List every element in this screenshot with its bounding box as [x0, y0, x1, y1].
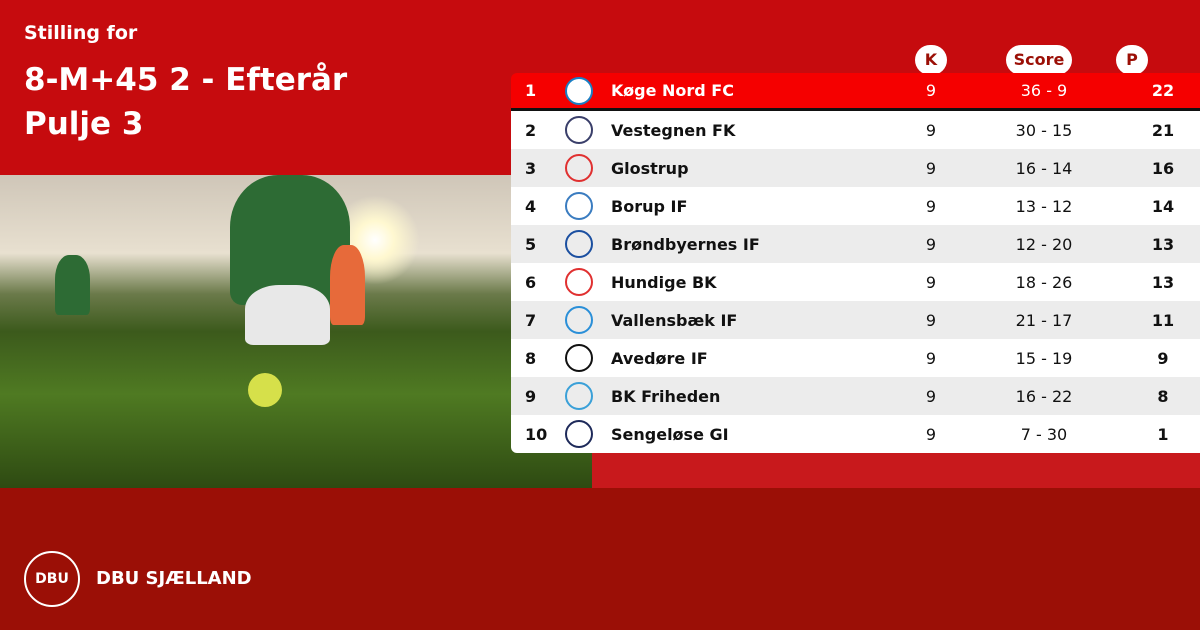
- table-row[interactable]: 10 Sengeløse GI 9 7 - 30 1: [511, 415, 1200, 453]
- matches-played: 9: [925, 272, 937, 292]
- team-logo-icon: [565, 230, 593, 258]
- football-photo: [0, 175, 592, 488]
- position: 2: [525, 120, 537, 140]
- goal-score: 30 - 15: [1015, 120, 1073, 140]
- football: [248, 373, 282, 407]
- dbu-logo: DBU: [24, 551, 80, 607]
- team-logo-icon: [565, 116, 593, 144]
- points: 13: [1151, 272, 1175, 292]
- team-logo-icon: [565, 192, 593, 220]
- points: 11: [1151, 310, 1175, 330]
- goal-score: 16 - 14: [1015, 158, 1073, 178]
- team-name: Køge Nord FC: [611, 81, 734, 100]
- background-pattern: [592, 452, 1200, 488]
- points: 16: [1151, 158, 1175, 178]
- points: 21: [1151, 120, 1175, 140]
- matches-played: 9: [925, 81, 937, 100]
- position: 6: [525, 272, 537, 292]
- position: 3: [525, 158, 537, 178]
- team-logo-icon: [565, 382, 593, 410]
- team-name: Glostrup: [611, 158, 689, 178]
- matches-played: 9: [925, 310, 937, 330]
- team-name: Borup IF: [611, 196, 688, 216]
- column-header-k: K: [915, 45, 947, 75]
- goal-score: 36 - 9: [1020, 81, 1068, 100]
- points: 14: [1151, 196, 1175, 216]
- position: 1: [525, 81, 537, 100]
- position: 8: [525, 348, 537, 368]
- matches-played: 9: [925, 424, 937, 444]
- footer-band: [0, 488, 1200, 630]
- matches-played: 9: [925, 158, 937, 178]
- brand-name: DBU SJÆLLAND: [96, 568, 252, 589]
- points: 9: [1157, 348, 1169, 368]
- position: 5: [525, 234, 537, 254]
- column-header-score: Score: [1006, 45, 1072, 75]
- points: 13: [1151, 234, 1175, 254]
- page-title: 8-M+45 2 - Efterår Pulje 3: [24, 58, 347, 146]
- title-line2: Pulje 3: [24, 106, 144, 142]
- points: 8: [1157, 386, 1169, 406]
- matches-played: 9: [925, 234, 937, 254]
- team-name: Sengeløse GI: [611, 424, 729, 444]
- goal-score: 12 - 20: [1015, 234, 1073, 254]
- standings-table: 1 Køge Nord FC 9 36 - 9 22 2 Vestegnen FK 9 30 -…: [511, 73, 1200, 453]
- player-figure: [245, 285, 330, 345]
- team-name: Hundige BK: [611, 272, 717, 292]
- team-logo-icon: [565, 154, 593, 182]
- matches-played: 9: [925, 196, 937, 216]
- position: 9: [525, 386, 537, 406]
- team-name: Brøndbyernes IF: [611, 234, 760, 254]
- subtitle: Stilling for: [24, 22, 138, 44]
- table-row[interactable]: 6 Hundige BK 9 18 - 26 13: [511, 263, 1200, 301]
- team-logo-icon: [565, 420, 593, 448]
- goal-score: 13 - 12: [1015, 196, 1073, 216]
- table-row[interactable]: 8 Avedøre IF 9 15 - 19 9: [511, 339, 1200, 377]
- column-header-p: P: [1116, 45, 1148, 75]
- team-logo-icon: [565, 344, 593, 372]
- table-row[interactable]: 5 Brøndbyernes IF 9 12 - 20 13: [511, 225, 1200, 263]
- title-line1: 8-M+45 2 - Efterår: [24, 62, 348, 98]
- team-logo-icon: [565, 306, 593, 334]
- team-name: Avedøre IF: [611, 348, 708, 368]
- team-name: Vestegnen FK: [611, 120, 736, 140]
- player-figure: [55, 255, 90, 315]
- goal-score: 7 - 30: [1020, 424, 1068, 444]
- points: 1: [1157, 424, 1169, 444]
- position: 4: [525, 196, 537, 216]
- position: 7: [525, 310, 537, 330]
- goal-score: 18 - 26: [1015, 272, 1073, 292]
- table-row[interactable]: 4 Borup IF 9 13 - 12 14: [511, 187, 1200, 225]
- table-row[interactable]: 7 Vallensbæk IF 9 21 - 17 11: [511, 301, 1200, 339]
- team-logo-icon: [565, 76, 593, 105]
- team-logo-icon: [565, 268, 593, 296]
- points: 22: [1151, 81, 1175, 100]
- player-figure: [330, 245, 365, 325]
- table-row[interactable]: 2 Vestegnen FK 9 30 - 15 21: [511, 111, 1200, 149]
- table-row[interactable]: 3 Glostrup 9 16 - 14 16: [511, 149, 1200, 187]
- matches-played: 9: [925, 348, 937, 368]
- table-row[interactable]: 9 BK Friheden 9 16 - 22 8: [511, 377, 1200, 415]
- matches-played: 9: [925, 386, 937, 406]
- matches-played: 9: [925, 120, 937, 140]
- goal-score: 15 - 19: [1015, 348, 1073, 368]
- table-row[interactable]: 1 Køge Nord FC 9 36 - 9 22: [511, 73, 1200, 111]
- goal-score: 21 - 17: [1015, 310, 1073, 330]
- position: 10: [525, 424, 548, 444]
- team-name: BK Friheden: [611, 386, 721, 406]
- team-name: Vallensbæk IF: [611, 310, 738, 330]
- goal-score: 16 - 22: [1015, 386, 1073, 406]
